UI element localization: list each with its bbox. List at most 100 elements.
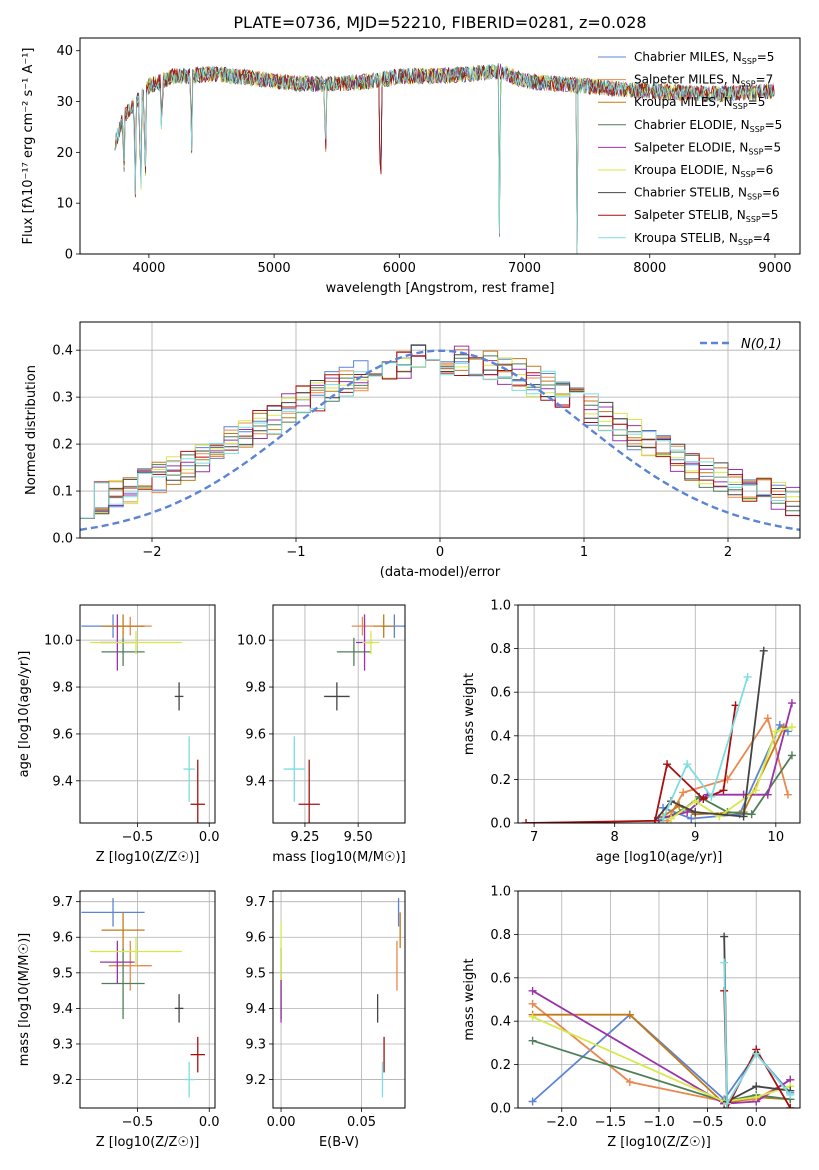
weight-series (522, 701, 740, 823)
weight-marker (743, 672, 752, 681)
y-tick-label: 9.2 (52, 1073, 73, 1088)
weight-marker (528, 999, 537, 1008)
x-tick-label: −2.0 (546, 1115, 578, 1130)
age-vs-metallicity-panel: −0.5 0.0 9.4 9.6 9.8 10.0 Z [log10(Z/Z☉)] age [… (17, 604, 220, 865)
normal-reference-curve (80, 349, 800, 531)
y-tick-label: 1.0 (490, 599, 511, 614)
x-tick-label: −0.5 (122, 1115, 154, 1130)
legend-model-name: Salpeter ELODIE, N (634, 140, 748, 154)
y-tick-label: 9.6 (245, 727, 266, 742)
x-tick-label: 0.0 (199, 830, 220, 845)
mass-vs-metallicity-panel: −0.5 0.0 9.2 9.3 9.4 9.5 9.6 9.7 Z [log10(Z/Z☉)]… (17, 890, 220, 1150)
weight-marker (763, 714, 772, 723)
y-tick-label: 0.3 (52, 391, 73, 406)
legend-model-name: Chabrier MILES, N (634, 50, 742, 64)
x-tick-label: 0 (436, 545, 444, 560)
plot-area (80, 344, 800, 531)
x-tick-label: −1.5 (595, 1115, 627, 1130)
y-tick-label: 9.5 (52, 966, 73, 981)
weight-series (663, 714, 792, 823)
y-tick-label: 0.4 (490, 1015, 511, 1030)
y-tick-label: 9.6 (52, 727, 73, 742)
errorbar-point (101, 947, 145, 1020)
weight-line (723, 936, 791, 1103)
x-tick-label: 0.05 (347, 1115, 376, 1130)
weight-marker (683, 760, 692, 769)
weight-marker (691, 808, 700, 817)
weight-marker (787, 751, 796, 760)
legend-model-name: Kroupa ELODIE, N (634, 163, 741, 177)
y-tick-label: 40 (56, 44, 73, 59)
weight-series (528, 1012, 795, 1106)
massweight-vs-metallicity-panel: −2.0 −1.5 −1.0 −0.5 0.0 0.0 0.2 0.4 0.6 0.8 1.0 Z [… (462, 885, 801, 1150)
weight-marker (522, 819, 531, 823)
y-tick-label: 0.8 (490, 642, 511, 657)
plot-area (528, 932, 795, 1108)
y-tick-label: 10 (56, 197, 73, 212)
y-tick-label: 0.4 (52, 344, 73, 359)
weight-series (659, 672, 752, 823)
legend-entry: Salpeter MILES, NSSP=7 (634, 73, 773, 89)
x-tick-label: 9.50 (344, 830, 373, 845)
y-axis-label: mass [log10(M/M☉)] (17, 933, 32, 1066)
weight-series (659, 723, 788, 821)
weight-series (720, 986, 795, 1108)
legend-nssp: =4 (753, 231, 771, 245)
errorbar-point (298, 759, 320, 823)
x-axis-label: age [log10(age/yr)] (596, 850, 723, 865)
x-tick-label: −0.5 (692, 1115, 724, 1130)
weight-marker (691, 797, 700, 806)
y-tick-label: 9.3 (52, 1037, 73, 1052)
grid (273, 891, 405, 1108)
y-tick-label: 9.7 (52, 895, 73, 910)
weight-marker (528, 1097, 537, 1106)
legend-nssp: =5 (757, 50, 775, 64)
legend-entry: Kroupa ELODIE, NSSP=6 (634, 163, 773, 179)
x-axis-label: mass [log10(M/M☉)] (272, 850, 405, 865)
y-tick-label: 9.5 (245, 966, 266, 981)
weight-series (720, 932, 795, 1106)
weight-line (658, 702, 793, 820)
x-tick-label: 1 (580, 545, 588, 560)
errorbar-point (283, 736, 305, 802)
errorbar-point (190, 1036, 205, 1073)
weight-series (667, 723, 796, 823)
legend-subscript: SSP (750, 125, 765, 134)
y-tick-label: 0.2 (490, 773, 511, 788)
y-tick-label: 9.2 (245, 1073, 266, 1088)
y-axis-label: Flux [fλ10⁻¹⁷ erg cm⁻² s⁻¹ A⁻¹] (21, 48, 36, 245)
x-tick-label: 7 (530, 830, 538, 845)
y-tick-label: 0.4 (490, 729, 511, 744)
errorbar-point (373, 614, 395, 638)
weight-marker (667, 814, 676, 823)
y-tick-label: 0.2 (52, 438, 73, 453)
x-tick-label: 5000 (258, 261, 291, 276)
y-tick-label: 0.2 (490, 1058, 511, 1073)
y-axis-label: Normed distribution (24, 365, 39, 495)
x-axis-label: E(B-V) (319, 1135, 359, 1150)
weight-marker (775, 720, 784, 729)
y-axis-label: mass weight (462, 958, 477, 1040)
y-tick-label: 9.4 (245, 1002, 266, 1017)
spectrum-line (114, 63, 775, 254)
weight-series (528, 1036, 795, 1106)
weight-line (658, 754, 793, 822)
spectrum-line (114, 65, 775, 254)
y-tick-label: 9.6 (52, 931, 73, 946)
legend-nssp: =5 (748, 95, 766, 109)
weight-marker (528, 1036, 537, 1045)
axes-frame (272, 890, 406, 1109)
y-tick-label: 9.7 (245, 895, 266, 910)
errorbar-point (190, 759, 205, 823)
plot-area (114, 63, 775, 254)
x-tick-label: 8000 (633, 261, 666, 276)
weight-line (723, 962, 791, 1107)
legend-subscript: SSP (742, 57, 757, 66)
axes-frame (79, 890, 216, 1109)
weight-marker (751, 786, 760, 795)
grid (80, 322, 800, 539)
y-tick-label: 20 (56, 146, 73, 161)
axes-frame (517, 890, 801, 1109)
x-tick-label: 10 (768, 830, 785, 845)
